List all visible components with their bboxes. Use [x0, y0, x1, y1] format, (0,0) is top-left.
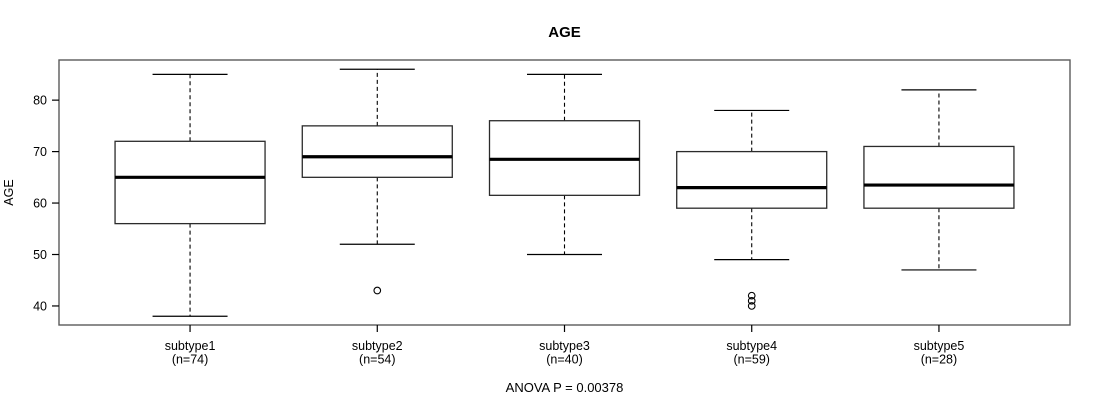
outlier-point: [747, 291, 756, 300]
anova-annotation: ANOVA P = 0.00378: [506, 380, 624, 395]
outlier-point: [747, 296, 756, 305]
group-sublabel: (n=74): [172, 353, 208, 367]
group-sublabel: (n=59): [733, 353, 769, 367]
y-axis-tick-label: 80: [33, 94, 47, 108]
group-label: subtype1: [165, 339, 216, 353]
group-label: subtype2: [352, 339, 403, 353]
y-axis-tick-label: 40: [33, 299, 47, 313]
chart-title: AGE: [548, 24, 581, 41]
group-sublabel: (n=40): [546, 353, 582, 367]
group-label: subtype5: [914, 339, 965, 353]
group-label: subtype3: [539, 339, 590, 353]
y-axis-title: AGE: [2, 179, 16, 205]
group-sublabel: (n=54): [359, 353, 395, 367]
outlier-point: [373, 286, 382, 295]
outlier-point: [747, 302, 756, 310]
iqr-box: [863, 145, 1015, 209]
iqr-box: [301, 125, 453, 178]
iqr-box: [114, 140, 266, 225]
group-label: subtype4: [726, 339, 777, 353]
iqr-box: [676, 150, 828, 209]
plot-area: 40 50 60 70 80 subtype1(n=74) subtype2(n=54) su…: [33, 59, 1071, 367]
group-sublabel: (n=28): [921, 353, 957, 367]
y-axis-tick-label: 60: [33, 197, 47, 211]
y-axis-tick-label: 70: [33, 145, 47, 159]
y-axis-tick-label: 50: [33, 248, 47, 262]
